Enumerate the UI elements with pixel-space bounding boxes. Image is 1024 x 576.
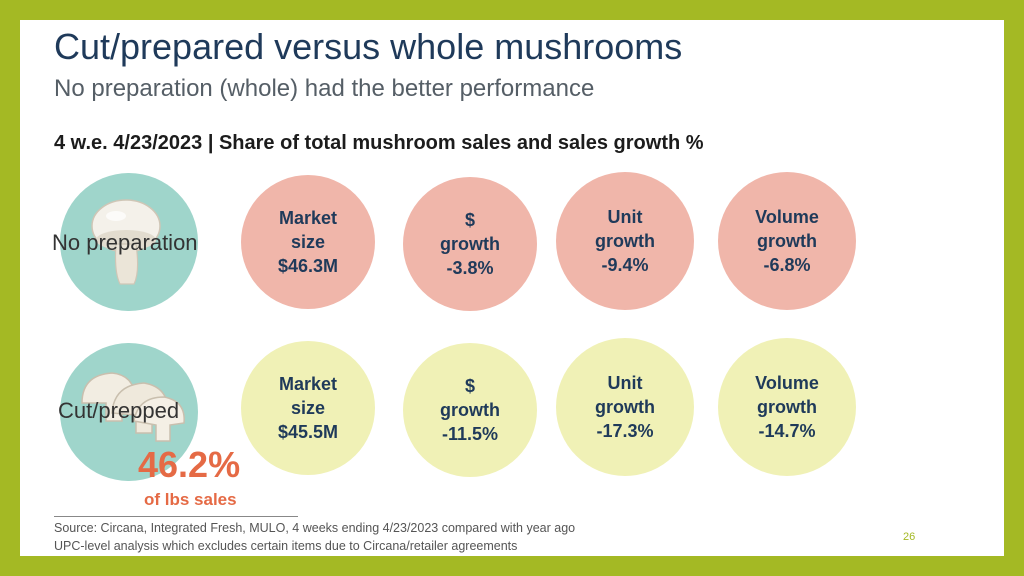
sliced-mushrooms-icon [81,372,185,442]
row-label-cut-prepped: Cut/prepped [58,398,180,423]
metric-value: -17.3% [596,421,654,441]
metric-value: -9.4% [601,255,649,275]
slide-subtitle: No preparation (whole) had the better pe… [54,75,595,102]
metric-line2: growth [757,231,817,251]
metric-dollar-growth-cut: $ growth -11.5% [403,343,537,477]
metric-value: -11.5% [441,424,499,444]
metric-volume-growth-whole: Volume growth -6.8% [718,172,856,310]
source-line: UPC-level analysis which excludes certai… [54,539,518,553]
metric-market-size-cut: Market size $45.5M [241,341,375,475]
metric-line2: size [290,232,326,252]
metric-value: -14.7% [758,421,816,441]
metric-line1: Unit [607,207,643,227]
metric-line2: growth [595,231,655,251]
metric-line1: $ [464,376,475,396]
share-label: of lbs sales [144,490,237,509]
metric-unit-growth-cut: Unit growth -17.3% [556,338,694,476]
metric-market-size-whole: Market size $46.3M [241,175,375,309]
metric-line1: Market [278,208,338,228]
section-heading: 4 w.e. 4/23/2023 | Share of total mushro… [54,132,704,154]
metric-unit-growth-whole: Unit growth -9.4% [556,172,694,310]
source-note: Source: Circana, Integrated Fresh, MULO,… [54,519,575,555]
metric-dollar-growth-whole: $ growth -3.8% [403,177,537,311]
metric-value: -3.8% [446,258,494,278]
metric-line1: $ [464,210,475,230]
metric-line2: size [290,398,326,418]
slide: Cut/prepared versus whole mushrooms No p… [20,20,1004,556]
metric-line1: Unit [607,373,643,393]
whole-mushroom-icon [91,199,161,285]
slide-title: Cut/prepared versus whole mushrooms [54,26,683,67]
share-percentage: 46.2% [138,444,241,485]
footnote-divider [54,516,298,517]
source-line: Source: Circana, Integrated Fresh, MULO,… [54,521,576,535]
metric-line1: Market [278,374,338,394]
metric-line1: Volume [755,207,819,227]
metric-value: $46.3M [277,256,339,276]
metric-volume-growth-cut: Volume growth -14.7% [718,338,856,476]
metric-line2: growth [757,397,817,417]
metric-line1: Volume [755,373,819,393]
metric-line2: growth [440,400,500,420]
metric-value: -6.8% [763,255,811,275]
metric-line2: growth [595,397,655,417]
page-number: 26 [903,531,916,543]
metric-value: $45.5M [277,422,339,442]
row-label-no-preparation: No preparation [52,230,198,255]
metric-line2: growth [440,234,500,254]
